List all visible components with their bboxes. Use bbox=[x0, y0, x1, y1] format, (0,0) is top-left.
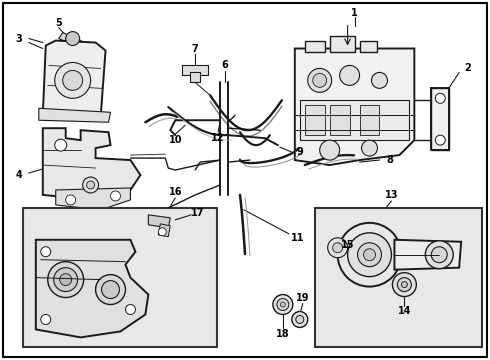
Text: 15: 15 bbox=[341, 240, 354, 250]
Circle shape bbox=[435, 93, 445, 103]
Text: 7: 7 bbox=[192, 44, 198, 54]
Circle shape bbox=[431, 247, 447, 263]
Circle shape bbox=[435, 135, 445, 145]
Polygon shape bbox=[394, 240, 461, 270]
Text: 1: 1 bbox=[351, 8, 358, 18]
Polygon shape bbox=[43, 41, 105, 118]
Circle shape bbox=[425, 241, 453, 269]
Circle shape bbox=[101, 280, 120, 298]
Text: 10: 10 bbox=[169, 135, 182, 145]
Polygon shape bbox=[59, 32, 85, 49]
Circle shape bbox=[338, 223, 401, 287]
Polygon shape bbox=[305, 41, 325, 53]
Circle shape bbox=[308, 68, 332, 92]
Circle shape bbox=[66, 32, 80, 45]
Circle shape bbox=[54, 268, 77, 292]
Text: 2: 2 bbox=[464, 63, 470, 73]
Text: 18: 18 bbox=[276, 329, 290, 339]
Circle shape bbox=[55, 139, 67, 151]
Circle shape bbox=[392, 273, 416, 297]
Polygon shape bbox=[148, 215, 171, 228]
Circle shape bbox=[313, 73, 327, 87]
Circle shape bbox=[66, 195, 75, 205]
Circle shape bbox=[87, 181, 95, 189]
Circle shape bbox=[48, 262, 84, 298]
Bar bbox=[305, 105, 325, 135]
Circle shape bbox=[280, 302, 285, 307]
Polygon shape bbox=[39, 108, 111, 122]
Circle shape bbox=[55, 62, 91, 98]
Circle shape bbox=[401, 282, 407, 288]
Text: 17: 17 bbox=[192, 208, 205, 218]
Circle shape bbox=[296, 315, 304, 323]
Circle shape bbox=[63, 71, 83, 90]
Text: 12: 12 bbox=[211, 133, 225, 143]
Bar bbox=[315, 208, 482, 347]
Circle shape bbox=[41, 247, 51, 257]
Circle shape bbox=[319, 140, 340, 160]
Circle shape bbox=[41, 315, 51, 324]
Circle shape bbox=[347, 233, 392, 276]
Text: 19: 19 bbox=[296, 293, 310, 302]
Circle shape bbox=[364, 249, 375, 261]
Polygon shape bbox=[190, 72, 200, 82]
Polygon shape bbox=[36, 240, 148, 337]
Text: 9: 9 bbox=[296, 147, 303, 157]
Circle shape bbox=[340, 66, 360, 85]
Polygon shape bbox=[56, 188, 130, 210]
Text: 14: 14 bbox=[397, 306, 411, 316]
Polygon shape bbox=[431, 88, 449, 150]
Polygon shape bbox=[360, 41, 377, 53]
Circle shape bbox=[371, 72, 388, 88]
Circle shape bbox=[96, 275, 125, 305]
Circle shape bbox=[111, 191, 121, 201]
Polygon shape bbox=[330, 36, 355, 53]
Bar bbox=[23, 208, 217, 347]
Circle shape bbox=[158, 228, 166, 236]
Circle shape bbox=[125, 305, 135, 315]
Bar bbox=[360, 105, 379, 135]
Circle shape bbox=[333, 243, 343, 253]
Text: 3: 3 bbox=[16, 33, 22, 44]
Circle shape bbox=[292, 311, 308, 328]
Circle shape bbox=[60, 274, 72, 285]
Circle shape bbox=[328, 238, 347, 258]
Text: 13: 13 bbox=[385, 190, 398, 200]
Polygon shape bbox=[182, 66, 208, 75]
Text: 4: 4 bbox=[16, 170, 22, 180]
Circle shape bbox=[397, 278, 412, 292]
Bar bbox=[330, 105, 349, 135]
Polygon shape bbox=[158, 224, 171, 237]
Text: 8: 8 bbox=[386, 155, 393, 165]
Bar bbox=[300, 100, 409, 140]
Circle shape bbox=[362, 140, 377, 156]
Circle shape bbox=[277, 298, 289, 310]
Polygon shape bbox=[43, 128, 141, 200]
Text: 16: 16 bbox=[169, 187, 182, 197]
Circle shape bbox=[83, 177, 98, 193]
Circle shape bbox=[358, 243, 382, 267]
Text: 11: 11 bbox=[291, 233, 305, 243]
Circle shape bbox=[273, 294, 293, 315]
Text: 5: 5 bbox=[55, 18, 62, 28]
Text: 6: 6 bbox=[221, 60, 228, 71]
Polygon shape bbox=[295, 49, 415, 165]
